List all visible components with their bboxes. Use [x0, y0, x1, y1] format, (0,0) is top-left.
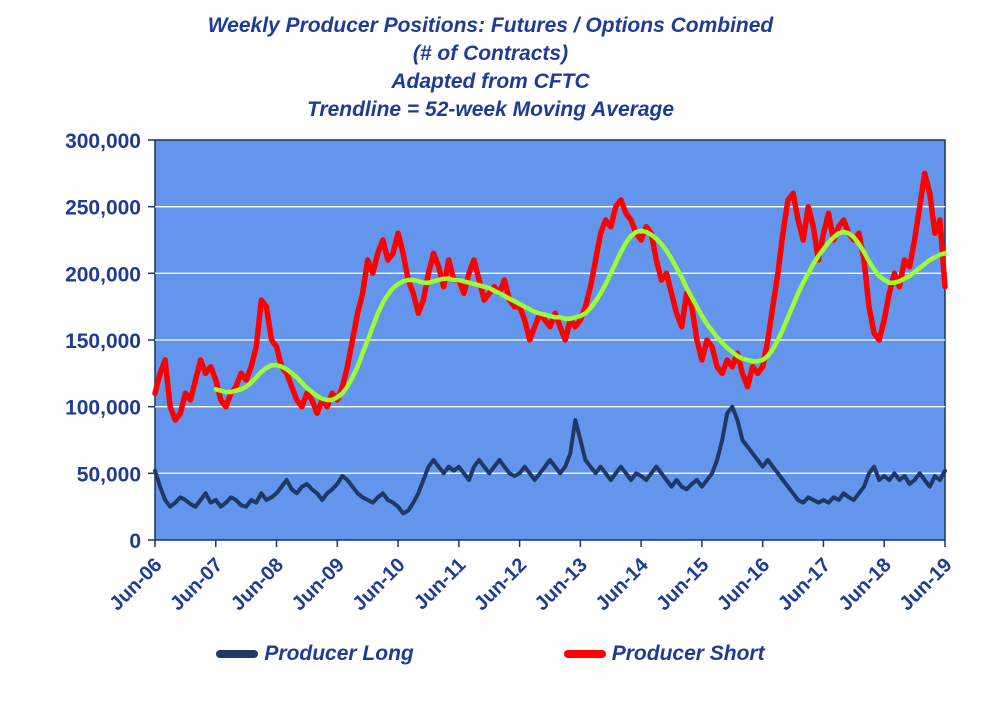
x-tick-label: Jun-16	[713, 554, 774, 615]
x-tick-label: Jun-19	[895, 554, 956, 615]
x-tick-label: Jun-14	[592, 553, 654, 615]
producer-short-label: Producer Short	[611, 642, 765, 665]
x-tick-label: Jun-10	[348, 554, 409, 615]
x-tick-label: Jun-12	[470, 554, 531, 615]
y-tick-label: 100,000	[65, 397, 141, 420]
x-tick-label: Jun-15	[652, 554, 713, 615]
series-producer-short	[152, 170, 948, 423]
y-tick-label: 150,000	[65, 330, 141, 353]
chart-subtitle-trendline: Trendline = 52-week Moving Average	[306, 98, 675, 121]
y-tick-label: 0	[129, 530, 141, 553]
legend-item-producer-short: Producer Short	[563, 642, 765, 666]
chart-title-block: Weekly Producer Positions: Futures / Opt…	[0, 0, 981, 124]
y-tick-label: 200,000	[65, 263, 141, 286]
chart-subtitle-contracts: (# of Contracts)	[412, 42, 569, 65]
x-tick-label: Jun-08	[227, 554, 288, 615]
chart-subtitle-source: Adapted from CFTC	[391, 70, 590, 93]
legend-item-producer-long: Producer Long	[216, 642, 414, 666]
x-tick-label: Jun-18	[835, 554, 896, 615]
x-tick-label: Jun-06	[105, 554, 166, 615]
x-tick-label: Jun-17	[774, 554, 835, 615]
x-tick-label: Jun-13	[531, 554, 592, 615]
x-tick-label: Jun-07	[166, 554, 227, 615]
y-tick-label: 300,000	[65, 130, 141, 153]
producer-long-label: Producer Long	[264, 642, 414, 665]
chart-svg: 0 50,000 100,000 150,000 200,000 250,000 300,0…	[65, 130, 956, 615]
chart-legend: Producer Long Producer Short	[0, 642, 981, 666]
producer-long-swatch	[216, 650, 259, 658]
y-tick-label: 50,000	[77, 463, 141, 486]
chart-title: Weekly Producer Positions: Futures / Opt…	[207, 14, 774, 37]
x-tick-label: Jun-09	[288, 554, 349, 615]
series-producer-long	[153, 404, 947, 516]
x-tick-label: Jun-11	[410, 554, 470, 614]
producer-short-swatch	[563, 650, 606, 658]
y-tick-label: 250,000	[65, 197, 141, 220]
series-52-week-moving-average-trendline	[213, 228, 948, 403]
